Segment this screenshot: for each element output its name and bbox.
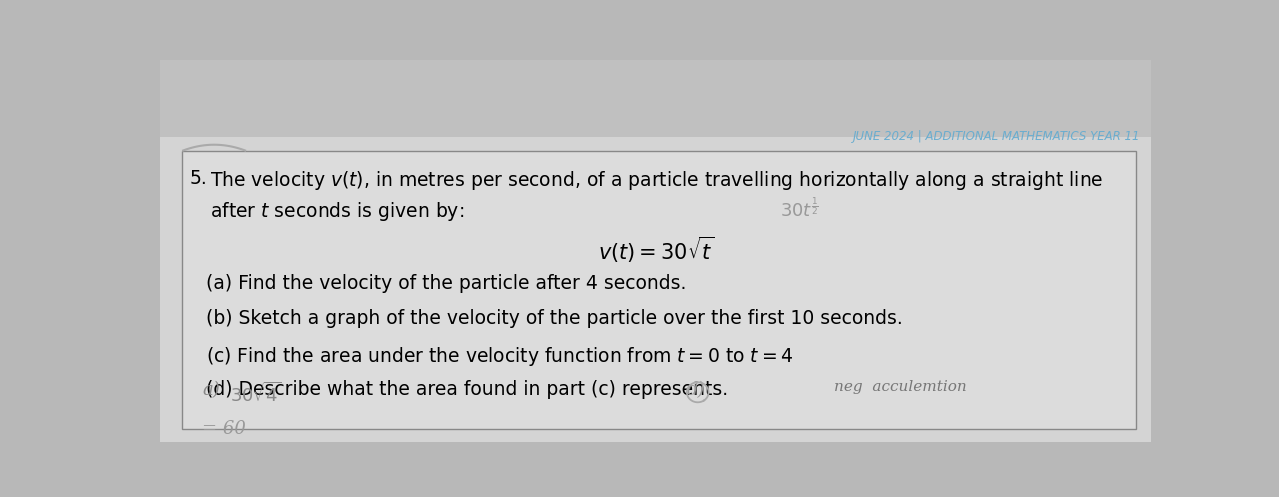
Text: d): d): [687, 382, 706, 400]
Text: $30t^{\frac{1}{2}}$: $30t^{\frac{1}{2}}$: [780, 197, 819, 221]
Text: 5.: 5.: [189, 169, 207, 188]
Text: $30\sqrt{4}$: $30\sqrt{4}$: [230, 382, 281, 406]
Text: The velocity $v(t)$, in metres per second, of a particle travelling horizontally: The velocity $v(t)$, in metres per secon…: [210, 169, 1104, 192]
Bar: [160, 60, 1151, 137]
Bar: [160, 137, 1151, 442]
Text: (c) Find the area under the velocity function from $t = 0$ to $t = 4$: (c) Find the area under the velocity fun…: [206, 344, 794, 368]
Text: = 60: = 60: [202, 420, 247, 438]
Text: (a) Find the velocity of the particle after 4 seconds.: (a) Find the velocity of the particle af…: [206, 274, 687, 293]
Text: a): a): [202, 382, 220, 400]
Bar: [182, 151, 1136, 429]
Text: (d) Describe what the area found in part (c) represents.: (d) Describe what the area found in part…: [206, 380, 729, 399]
Text: after $t$ seconds is given by:: after $t$ seconds is given by:: [210, 200, 464, 223]
Text: JUNE 2024 | ADDITIONAL MATHEMATICS YEAR 11: JUNE 2024 | ADDITIONAL MATHEMATICS YEAR …: [853, 130, 1141, 143]
Text: $v(t) = 30\sqrt{t}$: $v(t) = 30\sqrt{t}$: [597, 235, 714, 265]
Text: neg  acculemtion: neg acculemtion: [834, 380, 967, 394]
Text: (b) Sketch a graph of the velocity of the particle over the first 10 seconds.: (b) Sketch a graph of the velocity of th…: [206, 309, 903, 328]
